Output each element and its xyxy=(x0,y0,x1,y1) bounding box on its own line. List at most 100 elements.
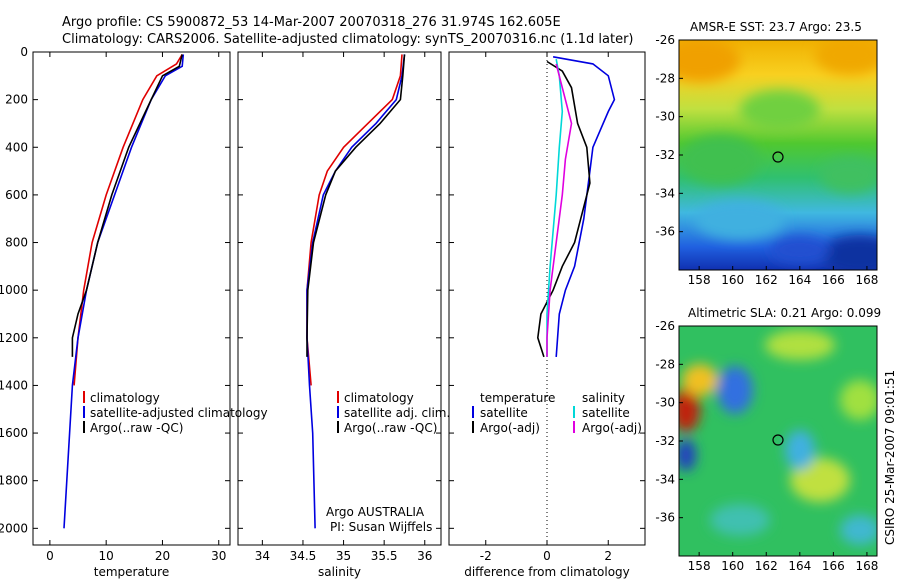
salinity-x-tick-label: 34 xyxy=(255,549,270,563)
sst-cool-patch xyxy=(695,200,785,240)
salinity-x-tick-label: 35 xyxy=(336,549,351,563)
sst-map-x-tick-label: 168 xyxy=(855,273,878,287)
difference-panel-frame xyxy=(448,51,646,546)
argo-australia-annotation: Argo AUSTRALIA xyxy=(326,505,425,519)
sst-heatmap xyxy=(679,40,877,270)
sla-low-patch xyxy=(710,504,770,536)
sst-green-patch xyxy=(820,157,877,193)
sla-low-patch xyxy=(785,430,815,470)
depth-tick-label: 1000 xyxy=(0,283,28,297)
sst-map-y-tick-label: -34 xyxy=(655,186,675,200)
legend-label-argo: Argo(..raw -QC) xyxy=(90,421,183,435)
difference-series-line xyxy=(546,58,564,357)
sst-map-x-tick-label: 162 xyxy=(755,273,778,287)
sst-map-x-tick-label: 166 xyxy=(822,273,845,287)
sla-high-patch xyxy=(840,380,877,420)
sst-cold-patch xyxy=(820,235,877,270)
temperature-series-line xyxy=(63,54,185,529)
sst-warm-patch xyxy=(815,40,877,75)
temperature-x-axis-label: temperature xyxy=(94,565,169,579)
sla-map-y-tick-label: -30 xyxy=(655,396,675,410)
legend-label-climatology: climatology xyxy=(90,391,160,405)
depth-tick-label: 1400 xyxy=(0,378,28,392)
depth-tick-label: 200 xyxy=(5,93,28,107)
depth-tick-label: 800 xyxy=(5,236,28,250)
sst-map-x-tick-label: 158 xyxy=(688,273,711,287)
legend-label-temp-argo: Argo(-adj) xyxy=(480,421,540,435)
sla-map-y-tick-label: -32 xyxy=(655,434,675,448)
salinity-legend: climatology satellite adj. clim. Argo(..… xyxy=(337,391,450,435)
difference-series-line xyxy=(552,56,616,357)
salinity-x-tick-label: 36 xyxy=(417,549,432,563)
sst-cold-patch xyxy=(770,236,830,264)
sst-green-patch xyxy=(680,135,760,185)
sst-warm-patch xyxy=(679,40,740,82)
sla-argo-location-marker xyxy=(772,434,784,446)
sla-map-axes: 158 160 162 164 166 168 -26 -28 -30 -32 -34 -36 xyxy=(655,319,878,573)
salinity-x-tick-label: 34.5 xyxy=(290,549,317,563)
sla-map-title: Altimetric SLA: 0.21 Argo: 0.099 xyxy=(688,306,881,320)
legend-label-climatology: climatology xyxy=(344,391,414,405)
sla-high-patch xyxy=(679,388,700,432)
salinity-x-tick-label: 35.5 xyxy=(371,549,398,563)
sla-low-patch xyxy=(679,439,696,471)
salinity-series-line xyxy=(306,54,406,529)
sst-map-x-tick-label: 164 xyxy=(788,273,811,287)
profile-plots: 0 10 20 30020040060080010001200140016001800… xyxy=(0,45,645,579)
depth-tick-label: 0 xyxy=(20,45,28,59)
csiro-timestamp: CSIRO 25-Mar-2007 09:01:51 xyxy=(883,370,897,545)
sla-map-x-tick-label: 162 xyxy=(755,559,778,573)
sst-map-y-tick-label: -32 xyxy=(655,148,675,162)
sst-map-axes: 158 160 162 164 166 168 -26 -28 -30 -32 -34 -36 xyxy=(655,33,878,287)
sla-low-patch xyxy=(717,366,753,414)
temperature-x-tick-label: 30 xyxy=(211,549,226,563)
sst-argo-location-marker xyxy=(772,151,784,163)
sla-map-y-tick-label: -28 xyxy=(655,357,675,371)
sla-map-x-tick-label: 160 xyxy=(721,559,744,573)
sla-high-patch xyxy=(765,330,835,360)
legend-header-salinity: salinity xyxy=(582,391,625,405)
depth-tick-label: 1200 xyxy=(0,331,28,345)
salinity-series-line xyxy=(306,54,406,357)
difference-x-tick-label: 0 xyxy=(543,549,551,563)
header-line-1: Argo profile: CS 5900872_53 14-Mar-2007 … xyxy=(62,15,561,30)
temperature-series-line xyxy=(73,53,183,386)
pi-annotation: PI: Susan Wijffels xyxy=(330,520,432,534)
depth-tick-label: 2000 xyxy=(0,521,28,535)
legend-label-temp-satellite: satellite xyxy=(480,406,528,420)
temperature-legend: climatology satellite-adjusted climatolo… xyxy=(83,391,268,435)
difference-legend: temperature satellite Argo(-adj) salinit… xyxy=(472,391,642,435)
salinity-panel-frame xyxy=(237,51,442,546)
sla-map-y-tick-label: -26 xyxy=(655,319,675,333)
salinity-x-axis-label: salinity xyxy=(318,565,361,579)
legend-header-temperature: temperature xyxy=(480,391,555,405)
temperature-x-tick-label: 0 xyxy=(46,549,54,563)
legend-label-argo: Argo(..raw -QC) xyxy=(344,421,437,435)
sla-heatmap xyxy=(679,326,877,556)
sla-high-patch xyxy=(682,364,718,396)
sla-map-x-tick-label: 164 xyxy=(788,559,811,573)
sst-map-y-tick-label: -36 xyxy=(655,225,675,239)
difference-x-axis-label: difference from climatology xyxy=(464,565,630,579)
difference-x-tick-label: 2 xyxy=(604,549,612,563)
sst-map-y-tick-label: -26 xyxy=(655,33,675,47)
sla-map-x-tick-label: 158 xyxy=(688,559,711,573)
sst-map-x-tick-label: 160 xyxy=(721,273,744,287)
difference-series-line xyxy=(546,63,573,357)
legend-label-satellite: satellite-adjusted climatology xyxy=(90,406,268,420)
sla-high-patch xyxy=(790,458,850,502)
depth-tick-label: 1800 xyxy=(0,474,28,488)
sla-map-x-tick-label: 166 xyxy=(822,559,845,573)
sst-green-patch xyxy=(740,90,820,130)
legend-label-sal-argo: Argo(-adj) xyxy=(582,421,642,435)
depth-tick-label: 400 xyxy=(5,140,28,154)
depth-tick-label: 1600 xyxy=(0,426,28,440)
sla-low-patch xyxy=(840,515,877,545)
difference-series-line xyxy=(536,60,591,358)
sla-texture xyxy=(679,330,877,545)
depth-tick-label: 600 xyxy=(5,188,28,202)
legend-label-sal-satellite: satellite xyxy=(582,406,630,420)
temperature-series-line xyxy=(71,54,183,357)
sst-map-y-tick-label: -30 xyxy=(655,110,675,124)
